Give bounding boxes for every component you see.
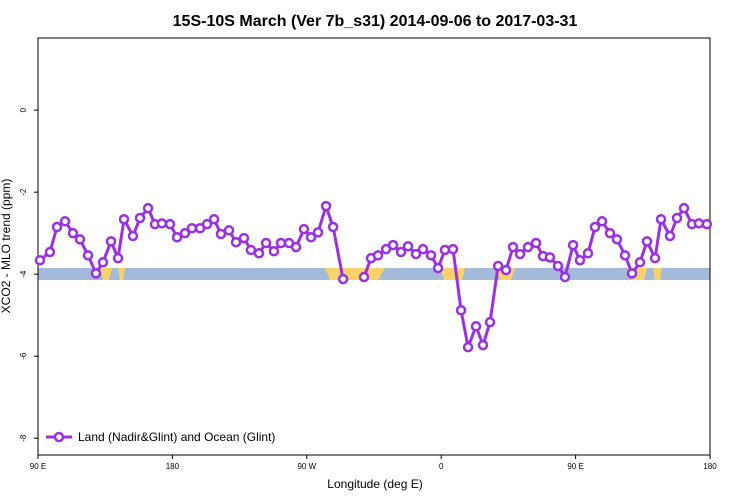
data-point	[641, 236, 653, 247]
data-point	[268, 245, 280, 257]
data-point	[604, 227, 616, 239]
data-point	[34, 254, 46, 266]
data-point	[156, 218, 168, 229]
y-tick-label: -4	[19, 270, 28, 278]
data-point	[678, 202, 690, 214]
data-point	[574, 254, 586, 266]
x-tick-label: 0	[439, 462, 444, 471]
data-point	[134, 212, 146, 224]
x-tick-label: 90 E	[30, 462, 46, 471]
data-point	[201, 218, 213, 230]
data-point	[387, 239, 399, 251]
data-point	[215, 228, 227, 240]
data-point	[67, 227, 79, 239]
data-point	[432, 262, 444, 274]
data-point	[626, 268, 638, 279]
data-point	[298, 223, 310, 235]
data-point	[112, 252, 124, 264]
data-point	[596, 216, 608, 227]
data-point	[544, 252, 556, 263]
data-point	[118, 213, 130, 225]
data-point	[142, 202, 154, 214]
plot-frame	[37, 37, 711, 456]
data-point	[649, 252, 661, 264]
data-point	[530, 237, 542, 249]
data-point	[611, 234, 623, 245]
data-point	[447, 243, 459, 255]
data-point	[245, 244, 257, 256]
legend-marker	[53, 431, 65, 443]
legend-label: Land (Nadir&Glint) and Ocean (Glint)	[78, 430, 275, 444]
data-point	[90, 268, 102, 279]
data-point	[589, 221, 601, 233]
data-point	[484, 316, 496, 328]
x-tick-label: 180	[703, 462, 717, 471]
data-point	[522, 241, 534, 253]
data-point	[59, 216, 71, 227]
y-tick-label: -2	[19, 188, 28, 196]
data-point	[492, 260, 504, 272]
surface-band	[38, 268, 710, 280]
data-point	[171, 232, 183, 243]
data-point	[253, 248, 265, 259]
x-tick-label: 180	[166, 462, 180, 471]
data-point	[701, 218, 713, 230]
data-point	[664, 230, 676, 242]
data-point	[74, 234, 86, 245]
data-point	[507, 241, 519, 253]
data-point	[671, 212, 683, 224]
x-tick-label: 90 W	[297, 462, 316, 471]
data-point	[477, 339, 489, 351]
data-point	[655, 213, 667, 225]
data-point	[559, 271, 571, 283]
data-point	[337, 273, 349, 285]
data-point	[320, 200, 332, 212]
data-point	[105, 236, 117, 247]
data-point	[82, 250, 94, 261]
data-point	[230, 236, 242, 248]
x-tick-label: 90 E	[567, 462, 583, 471]
data-point	[260, 237, 272, 249]
data-point	[500, 264, 512, 276]
chart-title: 15S-10S March (Ver 7b_s31) 2014-09-06 to…	[173, 13, 578, 30]
data-point	[567, 239, 579, 251]
data-point	[51, 221, 63, 233]
data-point	[634, 257, 646, 268]
y-tick-label: -6	[19, 352, 28, 360]
data-point	[97, 257, 109, 268]
data-point	[127, 230, 139, 242]
data-point	[44, 246, 56, 258]
data-point	[402, 241, 414, 252]
data-point	[305, 232, 317, 243]
data-point	[619, 250, 631, 261]
data-point	[312, 227, 324, 238]
data-point	[514, 248, 526, 260]
data-point	[327, 221, 339, 233]
data-point	[439, 244, 451, 256]
y-axis-label: XCO2 - MLO trend (ppm)	[0, 179, 13, 314]
data-point	[208, 213, 220, 225]
data-point	[552, 260, 564, 272]
data-point	[425, 250, 437, 261]
data-point	[186, 223, 198, 234]
data-point	[455, 305, 467, 316]
data-point	[470, 321, 482, 332]
data-point	[410, 248, 422, 260]
data-point	[417, 243, 429, 255]
data-point	[290, 241, 302, 253]
data-point	[164, 218, 176, 230]
data-point	[275, 237, 287, 249]
data-point	[395, 246, 407, 258]
data-point	[462, 341, 474, 353]
data-point	[238, 232, 250, 244]
data-point	[223, 225, 235, 236]
x-axis-label: Longitude (deg E)	[327, 477, 422, 491]
data-point	[582, 248, 594, 259]
y-tick-label: 0	[19, 107, 28, 112]
data-point	[179, 227, 191, 239]
data-point	[358, 271, 370, 283]
y-tick-label: -8	[19, 434, 28, 442]
data-point	[372, 250, 384, 261]
